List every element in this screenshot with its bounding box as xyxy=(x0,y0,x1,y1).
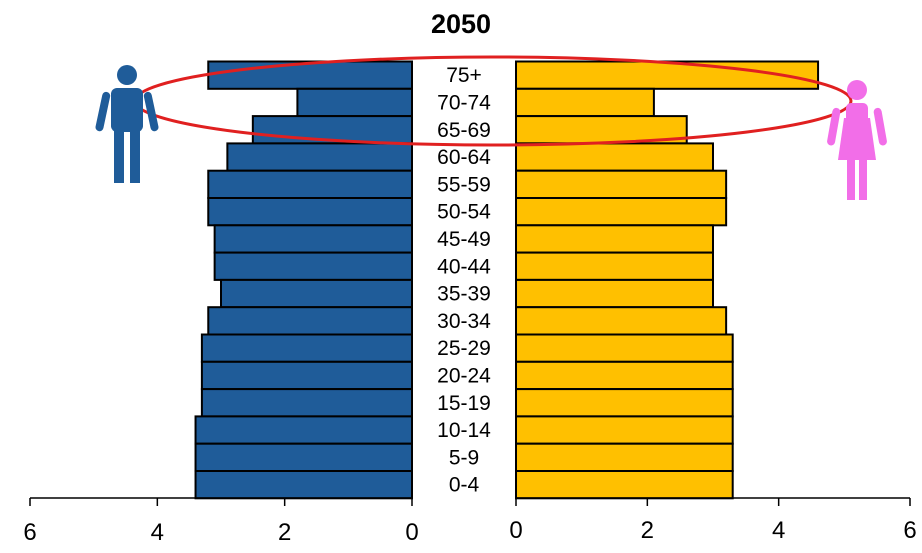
male-bar xyxy=(207,306,413,336)
x-axes: 0 0 2 2 4 4 6 6 xyxy=(23,497,917,546)
female-bar xyxy=(515,388,734,418)
age-group-label: 0-4 xyxy=(449,474,480,497)
male-bar xyxy=(200,360,413,391)
female-bar xyxy=(515,251,714,281)
age-group-label: 15-19 xyxy=(437,392,491,415)
age-group-labels: 75+ 70-74 65-69 60-64 55-59 50-54 45-49 40-44 35… xyxy=(437,64,491,497)
female-person-icon xyxy=(827,80,887,200)
age-group-label: 20-24 xyxy=(437,364,491,387)
male-bar xyxy=(213,224,413,254)
female-bar xyxy=(515,306,728,336)
male-bar xyxy=(194,470,413,500)
male-person-icon xyxy=(95,65,159,183)
male-bar xyxy=(194,415,413,445)
female-bars xyxy=(515,60,820,500)
chart-title: 2050 xyxy=(431,9,491,39)
female-bar xyxy=(515,142,714,172)
female-bar xyxy=(515,442,734,473)
left-x-tick-label: 0 xyxy=(405,519,418,546)
female-bar xyxy=(515,333,734,363)
age-group-label: 70-74 xyxy=(437,91,491,114)
male-bar xyxy=(200,388,413,418)
age-group-label: 75+ xyxy=(446,64,482,87)
age-group-label: 5-9 xyxy=(449,446,479,469)
age-group-label: 55-59 xyxy=(437,173,491,196)
male-bar xyxy=(194,442,413,473)
right-x-tick-label: 0 xyxy=(509,517,522,544)
left-x-tick-label: 2 xyxy=(278,519,291,546)
left-x-tick-label: 6 xyxy=(23,519,36,546)
right-x-tick-label: 6 xyxy=(903,517,916,544)
female-bar xyxy=(515,278,714,309)
male-bar xyxy=(207,60,413,90)
male-bar xyxy=(220,278,413,309)
male-bar xyxy=(207,197,413,227)
age-group-label: 60-64 xyxy=(437,146,491,169)
age-group-label: 35-39 xyxy=(437,283,491,306)
age-group-label: 45-49 xyxy=(437,228,491,251)
age-group-label: 50-54 xyxy=(437,201,491,224)
age-group-label: 25-29 xyxy=(437,337,491,360)
female-bar xyxy=(515,470,734,500)
female-bar xyxy=(515,224,714,254)
male-bar xyxy=(207,169,413,199)
age-group-label: 30-34 xyxy=(437,310,491,333)
highlight-ellipse xyxy=(133,55,853,147)
right-x-tick-label: 4 xyxy=(772,517,785,544)
male-bars xyxy=(194,60,413,500)
male-bar xyxy=(226,142,413,172)
male-bar xyxy=(213,251,413,281)
age-group-label: 65-69 xyxy=(437,119,491,142)
female-bar xyxy=(515,197,728,227)
male-bar xyxy=(200,333,413,363)
male-bar xyxy=(296,87,413,118)
age-group-label: 10-14 xyxy=(437,419,491,442)
female-bar xyxy=(515,60,820,90)
left-x-tick-label: 4 xyxy=(151,519,164,546)
female-bar xyxy=(515,87,655,118)
female-bar xyxy=(515,360,734,391)
age-group-label: 40-44 xyxy=(437,255,491,278)
female-bar xyxy=(515,169,728,199)
right-x-tick-label: 2 xyxy=(641,517,654,544)
female-bar xyxy=(515,415,734,445)
